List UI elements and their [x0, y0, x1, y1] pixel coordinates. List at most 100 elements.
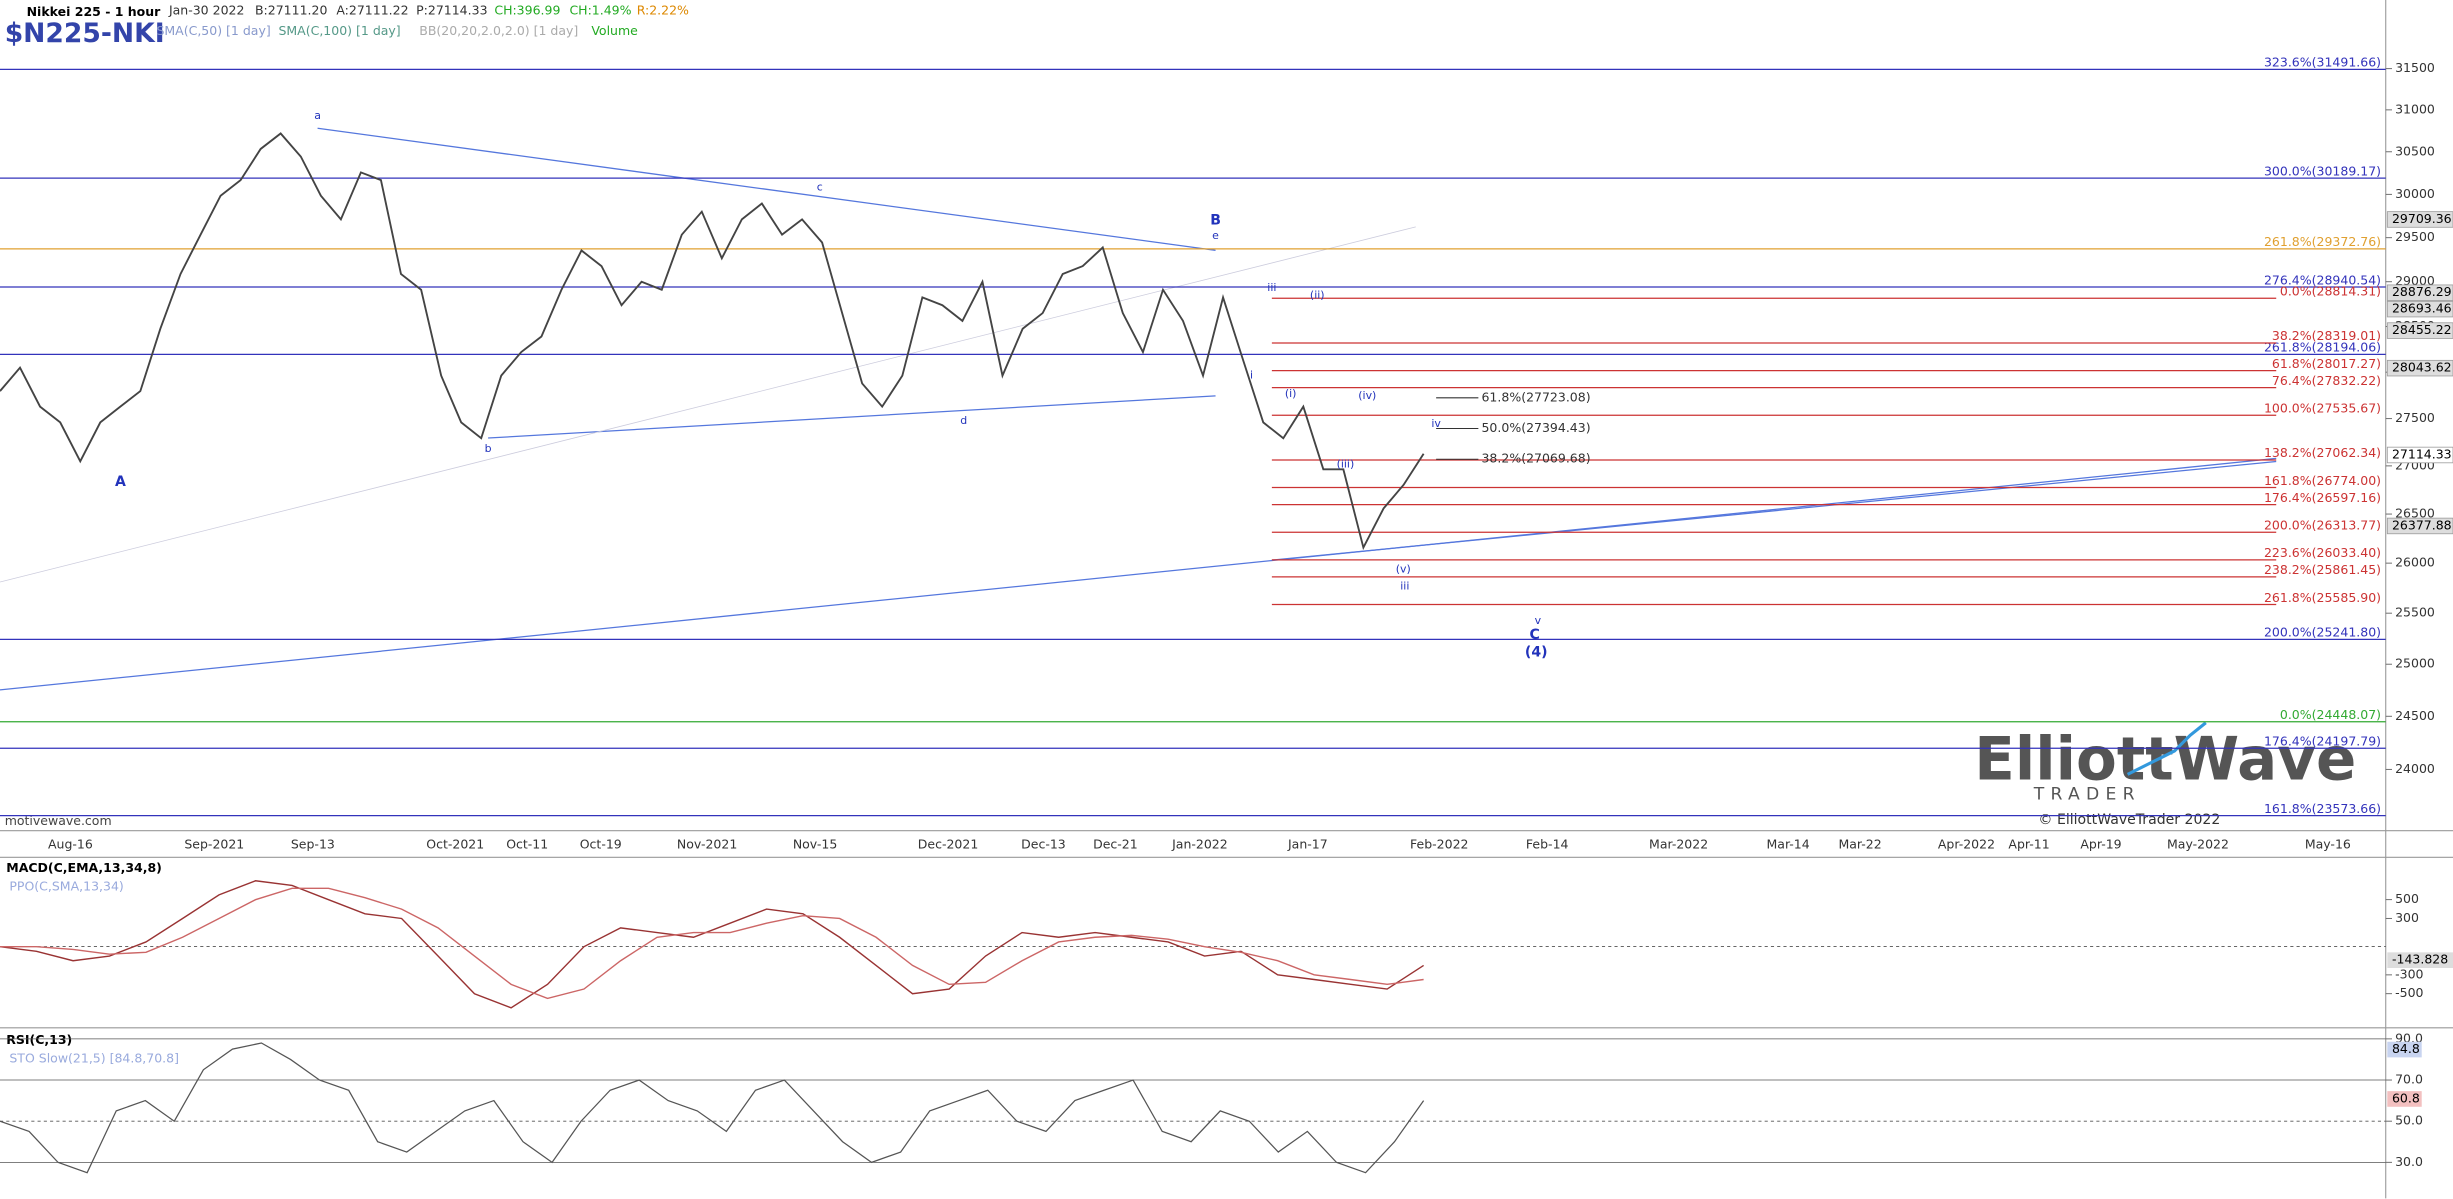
fib-label: 238.2%(25861.45)	[2264, 562, 2381, 577]
price-marker-label: 28876.29	[2392, 284, 2452, 299]
y-tick-label: 50.0	[2395, 1113, 2423, 1128]
y-tick-label: 25000	[2395, 656, 2435, 671]
fib-label: 176.4%(26597.16)	[2264, 490, 2381, 505]
x-tick-label: Oct-2021	[426, 836, 484, 851]
x-tick-label: Sep-2021	[184, 836, 244, 851]
price: P:27114.33	[416, 2, 487, 17]
fib-label: 100.0%(27535.67)	[2264, 400, 2381, 415]
y-tick-label: 500	[2395, 891, 2419, 906]
price-marker-label: 28043.62	[2392, 360, 2452, 375]
fib-label: 261.8%(25585.90)	[2264, 590, 2381, 605]
x-tick-label: Oct-11	[506, 836, 548, 851]
price-marker-label: 29709.36	[2392, 211, 2452, 226]
fib-label: 0.0%(24448.07)	[2280, 707, 2381, 722]
rsi-marker	[2387, 1091, 2422, 1107]
wave-label: (iii)	[1337, 458, 1355, 471]
x-tick-label: Nov-2021	[677, 836, 737, 851]
indicator: SMA(C,50) [1 day]	[156, 23, 270, 38]
y-tick-label: 70.0	[2395, 1072, 2423, 1087]
y-tick-label: 24500	[2395, 708, 2435, 723]
wave-label: v	[1535, 614, 1542, 627]
current-label: -143.828	[2392, 952, 2448, 967]
logo-sub: TRADER	[2033, 785, 2141, 805]
indicator: Volume	[591, 23, 638, 38]
fib-label: 300.0%(30189.17)	[2264, 163, 2381, 178]
price-marker-label: 27114.33	[2392, 446, 2452, 461]
x-tick-label: Mar-14	[1767, 836, 1810, 851]
x-tick-label: Mar-2022	[1649, 836, 1708, 851]
y-tick-label: 27500	[2395, 410, 2435, 425]
price-marker-label: 28455.22	[2392, 322, 2452, 337]
x-tick-label: Oct-19	[580, 836, 622, 851]
rsi-line	[0, 1042, 1425, 1174]
wave-label: d	[960, 414, 967, 427]
fib-label: 161.8%(23573.66)	[2264, 801, 2381, 816]
y-tick-label: 29500	[2395, 229, 2435, 244]
price-marker	[2386, 211, 2453, 228]
fib-label: 276.4%(28940.54)	[2264, 272, 2381, 287]
x-tick-label: May-16	[2305, 836, 2351, 851]
fib-label: 200.0%(25241.80)	[2264, 625, 2381, 640]
wave-label: c	[817, 181, 823, 194]
price-marker	[2386, 359, 2453, 377]
y-tick-label: 300	[2395, 910, 2419, 925]
wave-label: C	[1530, 627, 1540, 643]
y-tick-label: 26500	[2395, 506, 2435, 521]
logo-text: ElliottWave	[1974, 726, 2356, 795]
wave-label: b	[485, 442, 492, 455]
wave-label: B	[1210, 213, 1221, 229]
logo: ElliottWave TRADER © ElliottWaveTrader 2…	[1974, 721, 2356, 828]
x-tick-label: Feb-2022	[1410, 836, 1468, 851]
retrace-label: 38.2%(27069.68)	[1481, 451, 1590, 466]
change: CH:396.99	[494, 2, 560, 17]
watermark: motivewave.com	[5, 813, 112, 828]
x-tick-label: Apr-11	[2008, 836, 2049, 851]
rsi-marker-label: 60.8	[2392, 1090, 2420, 1105]
wave-label: (v)	[1396, 562, 1411, 575]
fib-label: 161.8%(26774.00)	[2264, 473, 2381, 488]
y-tick-label: 31500	[2395, 60, 2435, 75]
x-tick-label: Apr-2022	[1938, 836, 1995, 851]
x-tick-label: Jan-2022	[1171, 836, 1228, 851]
y-tick-label: 30.0	[2395, 1154, 2423, 1169]
wave-label: iv	[1431, 417, 1441, 430]
price-marker-label: 26377.88	[2392, 517, 2452, 532]
y-tick-label: -500	[2395, 985, 2423, 1000]
x-tick-label: Feb-14	[1526, 836, 1569, 851]
fib-label: 261.8%(29372.76)	[2264, 234, 2381, 249]
fib-label: 76.4%(27832.22)	[2272, 373, 2381, 388]
y-tick-label: 31000	[2395, 101, 2435, 116]
fib-label: 0.0%(28814.31)	[2280, 284, 2381, 299]
price-marker-label: 28693.46	[2392, 301, 2452, 316]
wave-label: iii	[1400, 580, 1409, 593]
x-tick-label: Mar-22	[1838, 836, 1881, 851]
price-marker	[2386, 322, 2453, 339]
ppo-label: PPO(C,SMA,13,34)	[9, 879, 123, 894]
indicator: SMA(C,100) [1 day]	[278, 23, 400, 38]
retrace-label: 61.8%(27723.08)	[1481, 389, 1590, 404]
rsi-label: RSI(C,13)	[6, 1032, 72, 1047]
x-tick-label: Aug-16	[48, 836, 93, 851]
indicator: BB(20,20,2.0,2.0) [1 day]	[419, 23, 578, 38]
wave-label: (4)	[1525, 644, 1548, 660]
y-tick-label: 25500	[2395, 605, 2435, 620]
fib-label: 223.6%(26033.40)	[2264, 545, 2381, 560]
wave-label: a	[314, 109, 321, 122]
y-tick-label: 90.0	[2395, 1030, 2423, 1045]
range: R:2.22%	[637, 2, 689, 17]
price-line	[0, 132, 1425, 551]
y-tick-label: 30000	[2395, 186, 2435, 201]
macd-line	[0, 880, 1424, 1009]
current-marker	[2387, 952, 2453, 969]
fib-label: 200.0%(26313.77)	[2264, 517, 2381, 532]
x-tick-label: Dec-21	[1093, 836, 1138, 851]
fib-label: 138.2%(27062.34)	[2264, 445, 2381, 460]
wave-label: (ii)	[1310, 289, 1325, 302]
fib-label: 176.4%(24197.79)	[2264, 734, 2381, 749]
fib-label: 61.8%(28017.27)	[2272, 356, 2381, 371]
wave-label: (iv)	[1358, 389, 1376, 402]
rsi-marker	[2387, 1041, 2422, 1058]
wave-label: e	[1212, 229, 1219, 242]
wave-label: A	[115, 474, 126, 490]
